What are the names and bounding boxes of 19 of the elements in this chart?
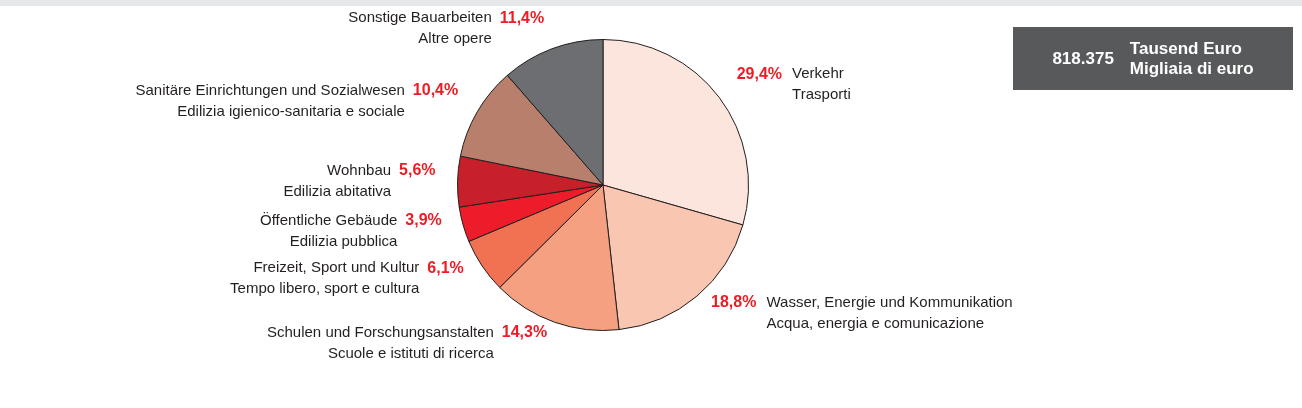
slice-label: Wasser, Energie und Kommunikation Acqua, energia e comunicazione bbox=[766, 293, 1013, 332]
data-label: 14,3% bbox=[501, 323, 548, 341]
slice-label: Verkehr Trasporti bbox=[792, 64, 851, 103]
data-label: 6,1% bbox=[427, 258, 464, 276]
data-label: 11,4% bbox=[499, 8, 545, 26]
text: Tausend Euro bbox=[1129, 38, 1243, 59]
data-label: 10,4% bbox=[412, 81, 459, 99]
data-label: 5,6% bbox=[399, 161, 436, 179]
text: 818.375 bbox=[1052, 48, 1114, 69]
slice-label: Freizeit, Sport und Kultur Tempo libero, sport e cultura bbox=[230, 258, 420, 297]
slice-label: Wohnbau Edilizia abitativa bbox=[283, 161, 392, 200]
data-label: 18,8% bbox=[711, 293, 757, 311]
slice-label: Öffentliche Gebäude Edilizia pubblica bbox=[260, 210, 398, 249]
slice-label: Sanitäre Einrichtungen und Sozialwesen Edilizia igienico-sanitaria e sociale bbox=[135, 80, 405, 119]
text: Migliaia di euro bbox=[1129, 58, 1254, 79]
data-label: 3,9% bbox=[405, 210, 442, 228]
slice-label: Sonstige Bauarbeiten Altre opere bbox=[348, 8, 492, 47]
slice-label: Schulen und Forschungsanstalten Scuole e istituti di ricerca bbox=[267, 323, 495, 362]
data-label: 29,4% bbox=[736, 64, 783, 82]
